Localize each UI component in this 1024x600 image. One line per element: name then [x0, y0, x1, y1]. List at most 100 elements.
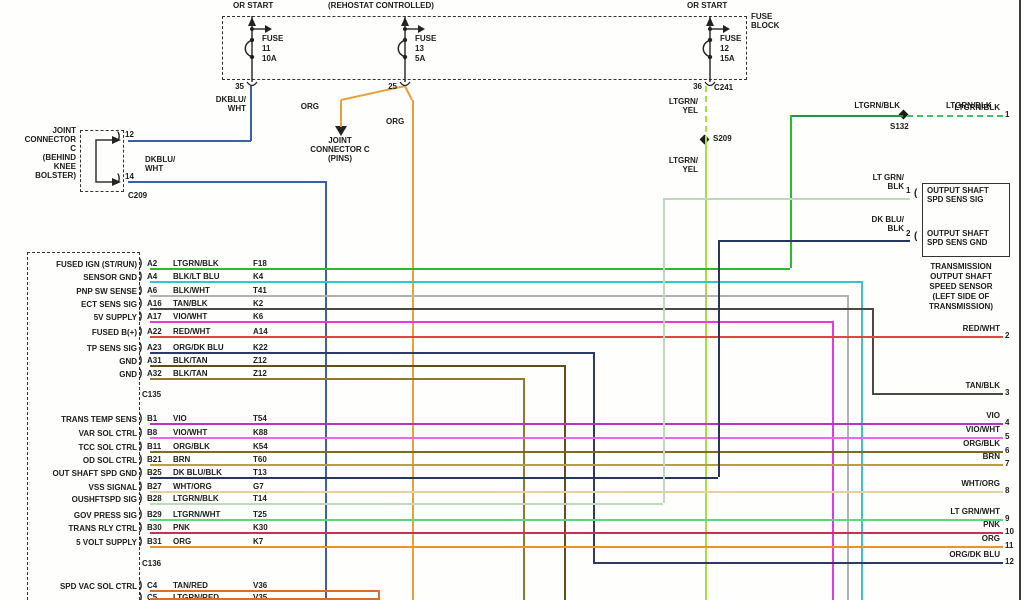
right-pin-number-3: 3 — [1005, 388, 1010, 397]
right-pin-label-6: ORG/BLK — [963, 439, 1000, 448]
fuse-11-label: FUSE 11 10A — [262, 34, 284, 63]
wire-A16-h2 — [872, 393, 1003, 395]
joint-connector-c-title: JOINT CONNECTOR C (BEHIND KNEE BOLSTER) — [24, 126, 76, 180]
pcm-a-rowtext-A32: A32 BLK/TAN Z12 — [147, 369, 267, 378]
wire-A16-h — [150, 308, 872, 310]
pin-id: A22 — [147, 327, 162, 336]
pin-id: B28 — [147, 494, 162, 503]
pin-id: A32 — [147, 369, 162, 378]
wire-color: BLK/LT BLU — [173, 272, 220, 281]
wire-B11-h — [150, 451, 1003, 453]
circuit-code: K22 — [253, 343, 268, 352]
wire-color: VIO/WHT — [173, 312, 208, 321]
pin-id: C5 — [147, 593, 158, 600]
ltgrn-blk-right-label: LTGRN/BLK — [946, 101, 992, 110]
right-pin-label-2: RED/WHT — [962, 324, 1000, 333]
wire-org-branch-v — [340, 100, 342, 127]
page-right-border — [1019, 0, 1021, 600]
wire-B27-h — [150, 491, 1003, 493]
pcm-a-bracket-A17: ) — [139, 311, 143, 322]
wire-A23-h — [150, 352, 593, 354]
right-pin-number-11: 11 — [1005, 541, 1014, 550]
pcm-a-signal-A31: GND — [119, 357, 137, 366]
right-pin-number-6: 6 — [1005, 446, 1010, 455]
pcm-b-rowtext-B8: B8 VIO/WHT K88 — [147, 428, 268, 437]
connector-c241-label: C241 — [714, 83, 734, 92]
pcm-b-signal-B1: TRANS TEMP SENS — [61, 415, 137, 424]
joint-connector-pin12: 12 — [125, 130, 134, 139]
pcm-b-signal-B21: OD SOL CTRL — [82, 456, 137, 465]
pcm-b-bracket-B11: ) — [139, 441, 143, 452]
circuit-code: T41 — [253, 286, 267, 295]
wire-A22-h — [150, 336, 1003, 338]
pin-id: A6 — [147, 286, 158, 295]
wire-A6-h — [150, 295, 847, 297]
circuit-code: K88 — [253, 428, 268, 437]
wire-B1-h — [150, 423, 1003, 425]
joint-connector-bracket12: ) — [117, 131, 121, 142]
wire-B28-v — [663, 198, 665, 503]
circuit-code: T13 — [253, 468, 267, 477]
dkbluwht-pin14-label: DKBLU/ WHT — [145, 155, 176, 173]
wire-color: ORG/DK BLU — [173, 343, 224, 352]
wire-A4-h — [150, 281, 861, 283]
wire-A2-h — [150, 268, 790, 270]
pcm-b-signal-B8: VAR SOL CTRL — [78, 429, 137, 438]
wire-B29-h — [150, 519, 1003, 521]
pin-id: A31 — [147, 356, 162, 365]
wire-B30-h — [150, 532, 1003, 534]
right-pin-label-8: WHT/ORG — [961, 479, 1000, 488]
splice-s209-label: S209 — [713, 134, 732, 143]
wire-B25-h — [150, 477, 718, 479]
circuit-code: T54 — [253, 414, 267, 423]
circuit-code: K6 — [253, 312, 264, 321]
pcm-a-rowtext-A22: A22 RED/WHT A14 — [147, 327, 268, 336]
sensor-caption: TRANSMISSION OUTPUT SHAFT SPEED SENSOR (… — [929, 262, 993, 311]
pcm-b-rowtext-B21: B21 BRN T60 — [147, 455, 267, 464]
pin-id: B30 — [147, 523, 162, 532]
wire-A32-v — [523, 378, 525, 600]
circuit-code: K4 — [253, 272, 264, 281]
wire-color: VIO/WHT — [173, 428, 208, 437]
pcm-a-signal-A17: 5V SUPPLY — [93, 313, 137, 322]
wire-color: VIO — [173, 414, 187, 423]
connector-c136-label: C136 — [142, 559, 162, 568]
wire-C4-v — [378, 590, 380, 600]
pin-id: A16 — [147, 299, 162, 308]
circuit-code: K2 — [253, 299, 264, 308]
circuit-code: F18 — [253, 259, 267, 268]
pcm-b-rowtext-B30: B30 PNK K30 — [147, 523, 268, 532]
wire-color: LTGRN/RED — [173, 593, 220, 600]
wire-A17-v — [832, 321, 834, 600]
joint-connector-pin14: 14 — [125, 172, 134, 181]
pcm-b-bracket-B30: ) — [139, 522, 143, 533]
or-start-right-label: OR START — [687, 1, 728, 10]
pcm-a-bracket-A23: ) — [139, 342, 143, 353]
pcm-b-signal-B29: GOV PRESS SIG — [73, 511, 137, 520]
right-pin-label-4: VIO — [986, 411, 1000, 420]
circuit-code: T25 — [253, 510, 267, 519]
pcm-b-bracket-B21: ) — [139, 454, 143, 465]
pcm-a-rowtext-A23: A23 ORG/DK BLU K22 — [147, 343, 268, 352]
pcm-b-rowtext-B25: B25 DK BLU/BLK T13 — [147, 468, 267, 477]
pcm-a-signal-A23: TP SENS SIG — [86, 344, 137, 353]
wire-B25-v — [718, 240, 720, 477]
right-pin-label-11: ORG — [981, 534, 1000, 543]
org-branch-label: ORG — [300, 102, 319, 111]
fuse-13-label: FUSE 13 5A — [415, 34, 437, 63]
pcm-a-rowtext-A4: A4 BLK/LT BLU K4 — [147, 272, 263, 281]
right-pin-number-2: 2 — [1005, 331, 1010, 340]
pcm-a-bracket-A22: ) — [139, 326, 143, 337]
wire-color: LTGRN/WHT — [173, 510, 221, 519]
pcm-b-rowtext-B27: B27 WHT/ORG G7 — [147, 482, 264, 491]
right-pin-label-5: VIO/WHT — [965, 425, 1000, 434]
pin-id: A4 — [147, 272, 158, 281]
sensor-gnd-label: OUTPUT SHAFT SPD SENS GND — [927, 229, 989, 247]
wire-color: ORG/BLK — [173, 442, 210, 451]
pcm-box — [27, 252, 140, 600]
fuse-block-label: FUSE BLOCK — [751, 12, 780, 30]
wire-A32-h — [150, 378, 523, 380]
wire-dkbluwht-pin14-h — [128, 181, 326, 183]
pcm-c-bracket-C5: ) — [139, 592, 143, 600]
